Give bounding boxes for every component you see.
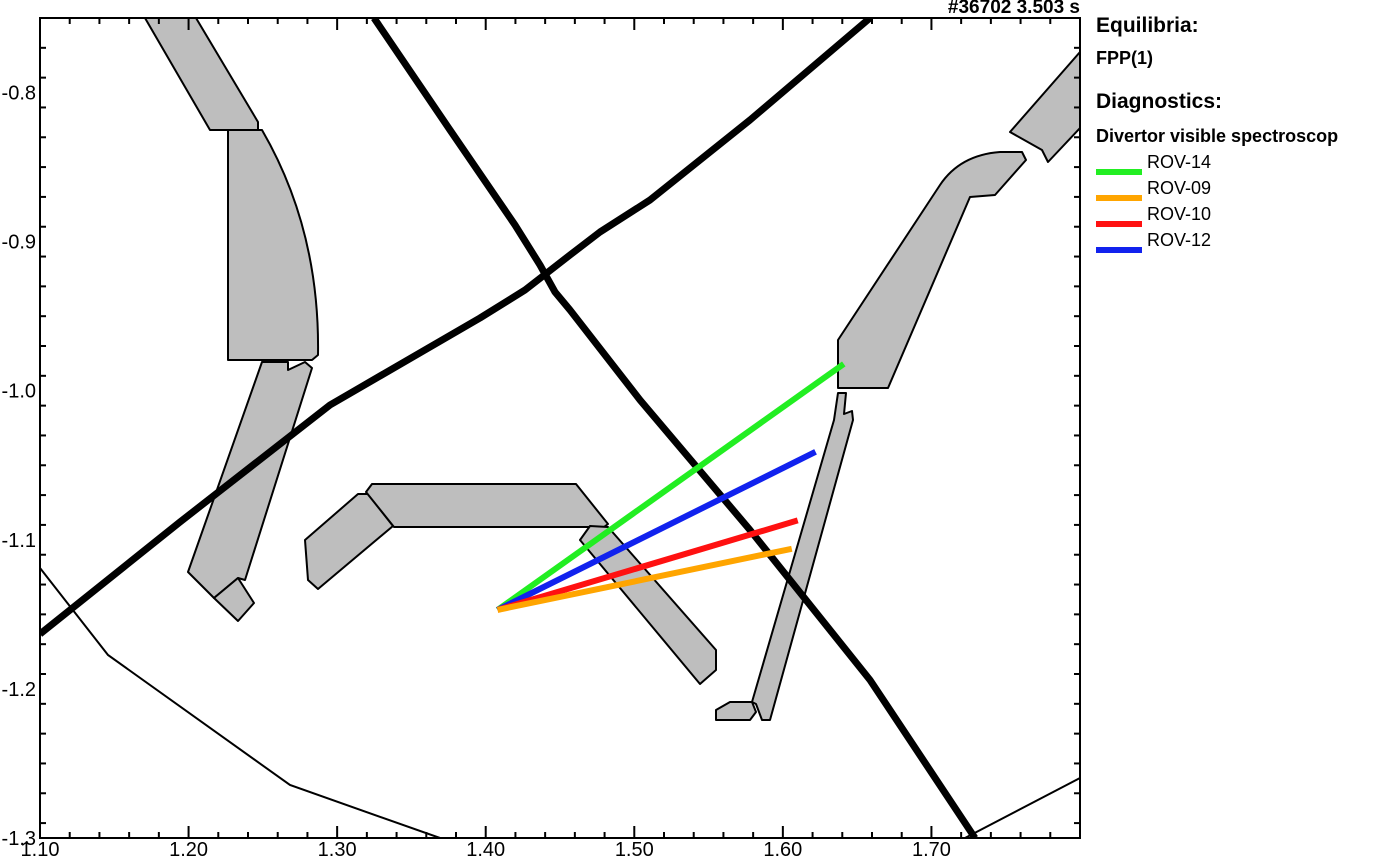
dome-right-baffle xyxy=(579,525,717,685)
legend-label-rov14: ROV-14 xyxy=(1147,152,1212,172)
legend-label-rov10: ROV-10 xyxy=(1147,204,1212,224)
y-tick-label: -1.0 xyxy=(2,381,36,403)
line-of-sight-rov-12 xyxy=(496,449,817,613)
legend-entry: ROV-14 xyxy=(1096,152,1374,178)
legend-panel: Equilibria: FPP(1) Diagnostics: Divertor… xyxy=(1096,14,1374,256)
y-tick-label: -0.8 xyxy=(2,83,36,105)
legend-swatch-rov09 xyxy=(1096,195,1142,201)
line-of-sight-rov-10 xyxy=(496,517,799,613)
separatrix-leg-falling xyxy=(371,18,978,838)
y-tick-label: -1.2 xyxy=(2,679,36,701)
y-tick-labels: -0.8 -0.9 -1.0 -1.1 -1.2 -1.3 xyxy=(2,83,36,850)
x-tick-label: 1.50 xyxy=(615,839,654,856)
x-tick-label: 1.30 xyxy=(318,839,357,856)
outer-baffle xyxy=(837,151,1027,389)
y-tick-label: -0.9 xyxy=(2,232,36,254)
wall-contour-left xyxy=(40,567,441,838)
left-lower-tile xyxy=(187,361,313,599)
left-lower-tile-foot xyxy=(213,577,255,622)
line-of-sight-rov-14 xyxy=(495,361,846,613)
legend-entry: ROV-09 xyxy=(1096,178,1374,204)
legend-entry: ROV-12 xyxy=(1096,230,1374,256)
x-tick-labels: 1.10 1.20 1.30 1.40 1.50 1.60 1.70 xyxy=(21,839,951,856)
x-tick-label: 1.10 xyxy=(21,839,60,856)
y-tick-label: -1.3 xyxy=(2,828,36,850)
outer-target-plate xyxy=(751,392,854,721)
axis-ticks xyxy=(39,17,1081,838)
legend-label-rov09: ROV-09 xyxy=(1147,178,1212,198)
legend-label-rov12: ROV-12 xyxy=(1147,230,1212,250)
x-tick-label: 1.40 xyxy=(466,839,505,856)
wall-contour-right xyxy=(964,777,1080,838)
y-tick-label: -1.1 xyxy=(2,530,36,552)
diagnostics-heading: Diagnostics: xyxy=(1096,90,1223,113)
lines-of-sight xyxy=(495,361,846,613)
upper-left-baffle xyxy=(144,18,259,131)
x-tick-label: 1.70 xyxy=(912,839,951,856)
legend-swatch-rov14 xyxy=(1096,169,1142,175)
legend-swatch-rov10 xyxy=(1096,221,1142,227)
line-of-sight-rov-09 xyxy=(496,545,793,613)
x-tick-label: 1.60 xyxy=(763,839,802,856)
separatrix-leg-rising xyxy=(40,18,873,637)
equilibria-heading: Equilibria: xyxy=(1096,14,1199,37)
x-tick-label: 1.20 xyxy=(169,839,208,856)
upper-right-baffle xyxy=(1009,51,1080,163)
plot-frame xyxy=(39,17,1081,839)
vessel-components xyxy=(40,18,1080,838)
outer-divertor-coil-casing xyxy=(227,129,320,361)
equilibria-item: FPP(1) xyxy=(1096,48,1154,68)
diagnostic-group-label: Divertor visible spectroscop xyxy=(1096,126,1339,146)
legend-entry: ROV-10 xyxy=(1096,204,1374,230)
dome-roof xyxy=(365,483,609,528)
legend-swatch-rov12 xyxy=(1096,247,1142,253)
shot-label: #36702 3.503 s xyxy=(948,0,1080,18)
outer-target-foot xyxy=(715,701,757,721)
